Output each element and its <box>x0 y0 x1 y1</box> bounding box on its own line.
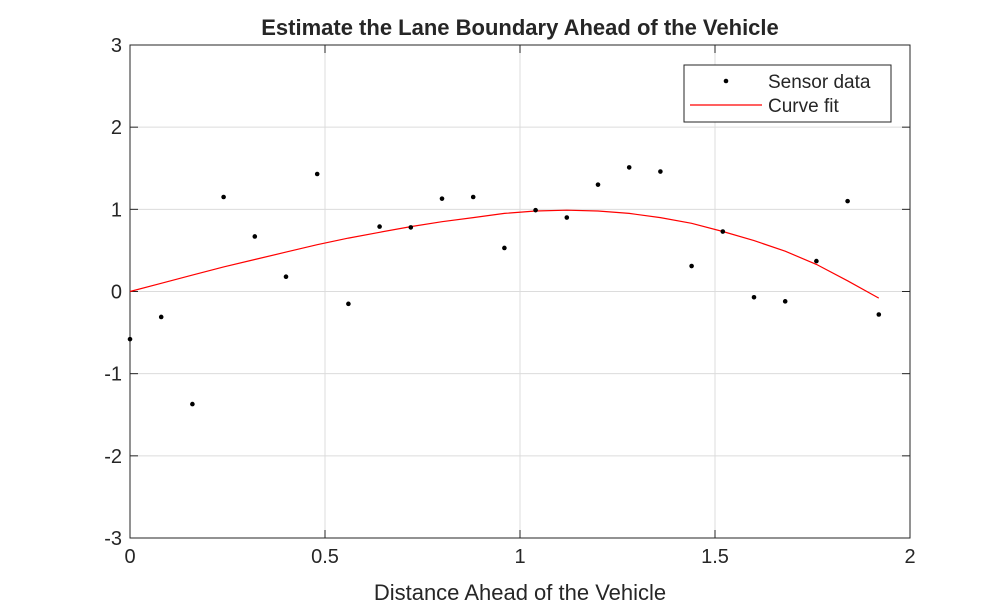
sensor-data-point <box>408 225 414 230</box>
sensor-data-point <box>346 301 351 307</box>
sensor-data-point <box>377 224 382 229</box>
x-axis-label: Distance Ahead of the Vehicle <box>374 580 666 605</box>
series-layer <box>127 165 882 407</box>
legend-label-curve-fit: Curve fit <box>768 96 839 117</box>
x-tick-labels: 0 0.5 1 1.5 2 <box>124 546 915 568</box>
curve-fit-line <box>129 209 880 299</box>
chart-title: Estimate the Lane Boundary Ahead of the … <box>261 15 779 40</box>
sensor-data-point <box>502 245 507 251</box>
x-tick-label: 2 <box>904 546 915 568</box>
legend: Sensor data Curve fit <box>683 64 892 123</box>
y-tick-label: -1 <box>104 364 122 386</box>
sensor-data-point <box>689 263 694 269</box>
sensor-data-point <box>720 229 726 234</box>
sensor-data-point <box>845 198 850 204</box>
y-tick-label: 1 <box>111 199 122 221</box>
x-tick-label: 1.5 <box>701 546 729 568</box>
y-tick-label: 2 <box>111 117 122 139</box>
sensor-data-point <box>283 274 289 280</box>
axis-ticks <box>129 44 911 539</box>
sensor-data-point <box>595 182 601 187</box>
sensor-data-point <box>127 336 133 342</box>
y-tick-label: 0 <box>111 282 122 304</box>
y-tick-labels: -3 -2 -1 0 1 2 3 <box>104 35 122 550</box>
sensor-data-point <box>439 196 445 201</box>
sensor-data-point <box>626 165 632 170</box>
x-tick-label: 1 <box>514 546 525 568</box>
sensor-data-point <box>221 194 226 200</box>
sensor-data-point <box>564 215 570 220</box>
sensor-data-point <box>252 234 258 239</box>
sensor-data-point <box>158 314 164 320</box>
y-tick-label: 3 <box>111 35 122 57</box>
legend-box <box>683 64 892 123</box>
y-tick-label: -3 <box>104 528 122 550</box>
y-tick-label: -2 <box>104 446 122 468</box>
sensor-data-point <box>876 312 882 317</box>
x-tick-label: 0.5 <box>311 546 339 568</box>
sensor-data-point <box>470 194 476 200</box>
sensor-data-point <box>782 299 788 304</box>
sensor-data-point <box>533 207 538 213</box>
sensor-data-point <box>751 294 757 300</box>
sensor-data-point <box>190 401 195 407</box>
sensor-data-point <box>658 169 663 174</box>
sensor-data-point <box>814 258 819 264</box>
x-tick-label: 0 <box>124 546 135 568</box>
sensor-data-point <box>314 171 320 177</box>
legend-marker-sensor-data <box>723 78 729 84</box>
legend-label-sensor-data: Sensor data <box>768 72 871 93</box>
